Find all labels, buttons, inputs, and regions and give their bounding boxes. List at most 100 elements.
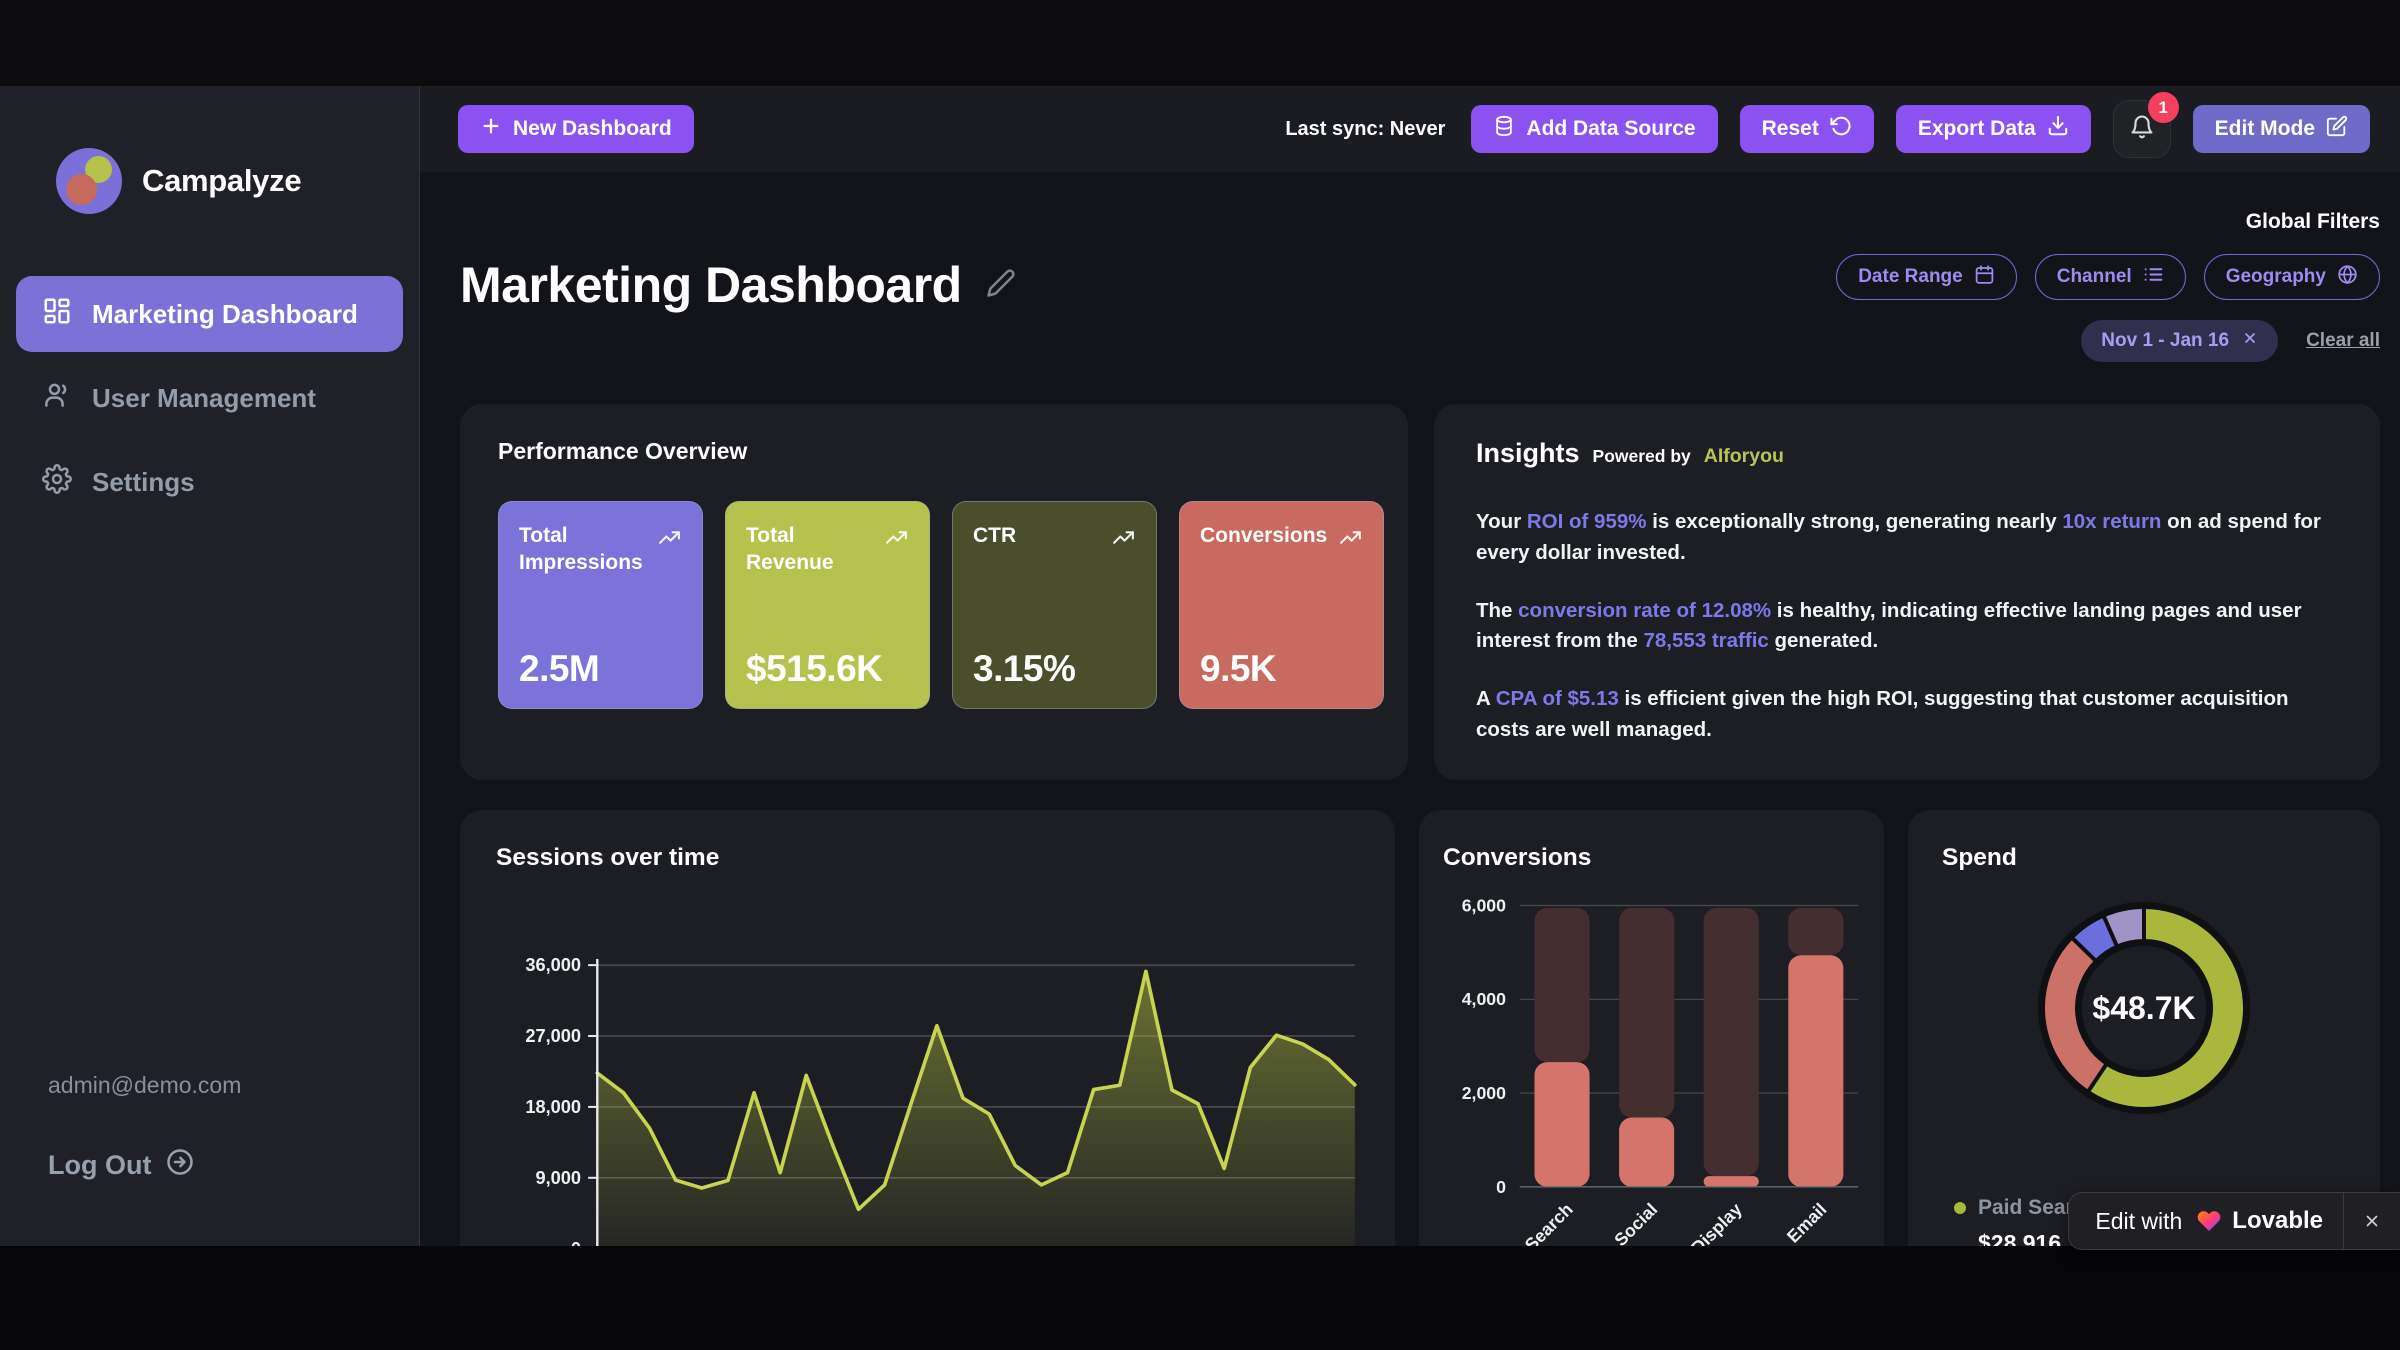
lovable-brand: Lovable (2232, 1207, 2323, 1234)
legend-value: $28,916.74 (1978, 1229, 2094, 1247)
new-dashboard-button[interactable]: New Dashboard (458, 105, 694, 153)
pencil-square-icon (2326, 115, 2348, 143)
trending-up-icon (1338, 522, 1363, 555)
sidebar-item-label: Settings (92, 466, 195, 497)
edit-with-lovable-badge[interactable]: Edit with Lovable (2068, 1192, 2400, 1250)
bell-icon (2129, 114, 2155, 145)
kpi-total-revenue: Total Revenue $515.6K (725, 501, 930, 709)
trending-up-icon (1111, 522, 1136, 555)
clear-all-link[interactable]: Clear all (2306, 330, 2380, 351)
svg-text:9,000: 9,000 (535, 1167, 581, 1187)
sidebar-item-settings[interactable]: Settings (16, 444, 403, 520)
kpi-value: $515.6K (746, 648, 883, 689)
svg-text:6,000: 6,000 (1462, 895, 1506, 915)
page-header-row: Marketing Dashboard Global Filters Date … (460, 210, 2380, 362)
add-data-source-label: Add Data Source (1526, 117, 1696, 140)
sidebar-item-label: Marketing Dashboard (92, 298, 358, 329)
spend-donut-chart[interactable]: $48.7K (2018, 882, 2270, 1134)
reset-label: Reset (1761, 117, 1819, 140)
content-column: New Dashboard Last sync: Never Add Data … (420, 86, 2400, 1246)
svg-text:Email: Email (1783, 1199, 1831, 1246)
dashboard-grid-icon (42, 296, 72, 333)
globe-icon (2337, 264, 2358, 291)
badge-close-icon[interactable] (2344, 1193, 2400, 1249)
svg-text:Social: Social (1610, 1199, 1661, 1246)
geography-label: Geography (2225, 266, 2326, 287)
add-data-source-button[interactable]: Add Data Source (1471, 105, 1718, 153)
gear-icon (42, 463, 72, 501)
kpi-label: Total Revenue (746, 524, 834, 575)
notification-count-badge: 1 (2147, 92, 2179, 123)
geography-filter-button[interactable]: Geography (2203, 254, 2380, 300)
list-icon (2143, 264, 2164, 291)
legend-item-paid-search: Paid Search $28,916.74 (1954, 1195, 2150, 1247)
date-range-label: Date Range (1858, 266, 1963, 287)
conversions-bar-chart[interactable]: 0 2,000 4,000 6,000 Search Social Display Email (1443, 876, 1866, 1247)
kpi-row: Total Impressions 2.5M Total Revenue $51… (498, 501, 1384, 709)
sidebar-nav: Marketing Dashboard User Management Sett… (0, 276, 419, 520)
close-icon[interactable] (2242, 330, 2258, 352)
kpi-conversions: Conversions 9.5K (1179, 501, 1384, 709)
svg-text:4,000: 4,000 (1462, 989, 1506, 1009)
logout-button[interactable]: Log Out (48, 1147, 371, 1184)
reset-button[interactable]: Reset (1739, 105, 1874, 153)
date-range-filter-button[interactable]: Date Range (1836, 254, 2017, 300)
download-icon (2047, 115, 2069, 143)
export-data-button[interactable]: Export Data (1895, 105, 2091, 153)
kpi-value: 3.15% (973, 648, 1076, 689)
kpi-label: CTR (973, 524, 1017, 547)
date-chip-label: Nov 1 - Jan 16 (2101, 330, 2230, 351)
svg-text:36,000: 36,000 (525, 955, 581, 975)
trending-up-icon (657, 522, 682, 555)
sidebar-item-label: User Management (92, 382, 316, 413)
insights-title: Insights (1476, 438, 1580, 468)
campalyze-logo-icon (56, 148, 122, 214)
spend-card: Spend $48.7K Paid Search $28,916.74 Paid… (1908, 809, 2380, 1247)
kpi-label: Total Impressions (519, 524, 643, 575)
notifications-wrapper: 1 (2112, 92, 2179, 158)
kpi-total-impressions: Total Impressions 2.5M (498, 501, 703, 709)
kpi-value: 9.5K (1200, 648, 1277, 689)
badge-divider (2343, 1193, 2344, 1249)
rotate-ccw-icon (1830, 115, 1852, 143)
page-title: Marketing Dashboard (460, 257, 962, 313)
channel-label: Channel (2056, 266, 2132, 287)
brand-name: Campalyze (142, 163, 302, 198)
sidebar-item-user-management[interactable]: User Management (16, 360, 403, 436)
sidebar-footer: admin@demo.com Log Out (0, 1072, 419, 1246)
app-frame: Campalyze Marketing Dashboard User Manag… (0, 86, 2400, 1246)
sidebar-item-marketing-dashboard[interactable]: Marketing Dashboard (16, 276, 403, 352)
svg-text:Search: Search (1521, 1199, 1577, 1246)
edit-mode-label: Edit Mode (2214, 117, 2315, 140)
insights-provider: AIforyou (1703, 445, 1784, 467)
svg-text:2,000: 2,000 (1462, 1082, 1506, 1102)
last-sync-status: Last sync: Never (1285, 117, 1446, 140)
lovable-heart-icon (2197, 1211, 2221, 1231)
edit-mode-button[interactable]: Edit Mode (2192, 105, 2370, 153)
svg-text:0: 0 (571, 1238, 581, 1246)
svg-text:18,000: 18,000 (525, 1096, 581, 1116)
svg-text:$48.7K: $48.7K (2092, 990, 2195, 1026)
legend-label: Paid Search (1978, 1195, 2099, 1219)
database-icon (1493, 115, 1515, 143)
lovable-prefix: Edit with (2095, 1207, 2183, 1234)
edit-title-pencil-icon[interactable] (986, 268, 1016, 303)
conversions-card: Conversions 0 2,000 4,000 6,000 Search Social… (1419, 809, 1884, 1247)
performance-card-title: Performance Overview (498, 438, 748, 464)
insights-card: Insights Powered by AIforyou Your ROI of… (1434, 404, 2380, 780)
global-filters: Global Filters Date Range Channel Geogra… (1836, 210, 2380, 362)
main-content: Marketing Dashboard Global Filters Date … (420, 172, 2400, 1246)
kpi-value: 2.5M (519, 648, 600, 689)
insight-paragraph: Your ROI of 959% is exceptionally strong… (1476, 510, 2321, 564)
insight-paragraph: The conversion rate of 12.08% is healthy… (1476, 598, 2302, 653)
active-date-filter-chip[interactable]: Nov 1 - Jan 16 (2081, 320, 2279, 362)
kpi-label: Conversions (1200, 524, 1328, 547)
top-black-band (0, 0, 2400, 86)
logout-label: Log Out (48, 1150, 152, 1180)
user-icon (42, 380, 72, 417)
spend-chart-title: Spend (1942, 843, 2017, 871)
channel-filter-button[interactable]: Channel (2034, 254, 2186, 300)
insight-paragraph: A CPA of $5.13 is efficient given the hi… (1476, 687, 2289, 741)
sidebar: Campalyze Marketing Dashboard User Manag… (0, 86, 420, 1246)
